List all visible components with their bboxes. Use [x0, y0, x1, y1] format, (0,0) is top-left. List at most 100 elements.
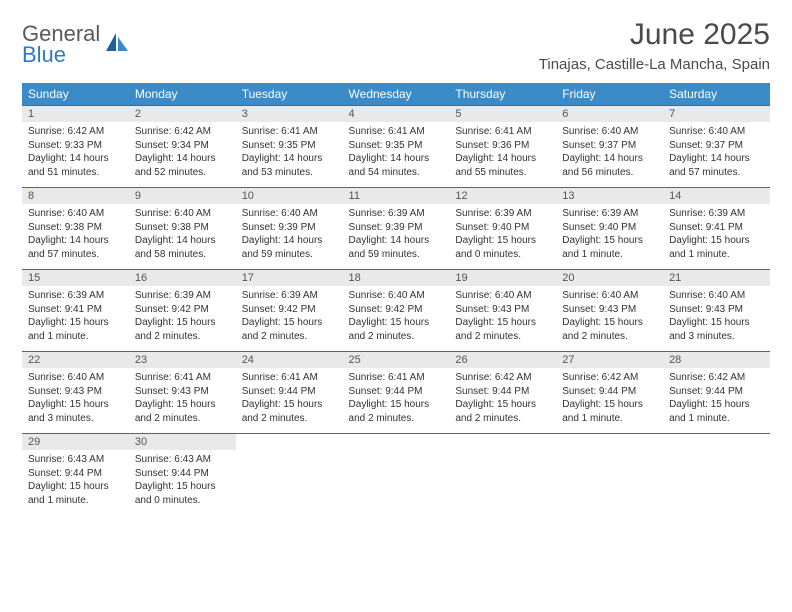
calendar-cell: 15Sunrise: 6:39 AMSunset: 9:41 PMDayligh… — [22, 270, 129, 352]
daylight-text-1: Daylight: 14 hours — [135, 234, 230, 248]
sunrise-text: Sunrise: 6:41 AM — [242, 371, 337, 385]
day-number: 23 — [129, 352, 236, 368]
sunset-text: Sunset: 9:43 PM — [562, 303, 657, 317]
daylight-text-2: and 1 minute. — [28, 330, 123, 344]
daylight-text-2: and 0 minutes. — [455, 248, 550, 262]
daylight-text-2: and 3 minutes. — [669, 330, 764, 344]
sunrise-text: Sunrise: 6:41 AM — [349, 125, 444, 139]
sunset-text: Sunset: 9:44 PM — [349, 385, 444, 399]
day-number: 16 — [129, 270, 236, 286]
sunrise-text: Sunrise: 6:39 AM — [669, 207, 764, 221]
sunrise-text: Sunrise: 6:39 AM — [28, 289, 123, 303]
daylight-text-1: Daylight: 15 hours — [28, 480, 123, 494]
day-body: Sunrise: 6:42 AMSunset: 9:44 PMDaylight:… — [556, 368, 663, 433]
sunrise-text: Sunrise: 6:40 AM — [28, 207, 123, 221]
day-number: 24 — [236, 352, 343, 368]
sunset-text: Sunset: 9:44 PM — [242, 385, 337, 399]
sunrise-text: Sunrise: 6:41 AM — [135, 371, 230, 385]
sunrise-text: Sunrise: 6:40 AM — [135, 207, 230, 221]
daylight-text-2: and 3 minutes. — [28, 412, 123, 426]
day-body: Sunrise: 6:40 AMSunset: 9:38 PMDaylight:… — [129, 204, 236, 269]
sunrise-text: Sunrise: 6:39 AM — [455, 207, 550, 221]
day-number: 21 — [663, 270, 770, 286]
logo: General Blue — [22, 24, 130, 66]
daylight-text-2: and 2 minutes. — [242, 330, 337, 344]
day-body: Sunrise: 6:39 AMSunset: 9:41 PMDaylight:… — [22, 286, 129, 351]
sunset-text: Sunset: 9:38 PM — [135, 221, 230, 235]
day-body: Sunrise: 6:40 AMSunset: 9:37 PMDaylight:… — [556, 122, 663, 187]
sunset-text: Sunset: 9:42 PM — [242, 303, 337, 317]
calendar-cell: 7Sunrise: 6:40 AMSunset: 9:37 PMDaylight… — [663, 106, 770, 188]
header-tuesday: Tuesday — [236, 83, 343, 106]
calendar-cell: 27Sunrise: 6:42 AMSunset: 9:44 PMDayligh… — [556, 352, 663, 434]
calendar-cell: 25Sunrise: 6:41 AMSunset: 9:44 PMDayligh… — [343, 352, 450, 434]
daylight-text-2: and 52 minutes. — [135, 166, 230, 180]
header-monday: Monday — [129, 83, 236, 106]
daylight-text-1: Daylight: 14 hours — [455, 152, 550, 166]
header: General Blue June 2025 Tinajas, Castille… — [22, 18, 770, 79]
daylight-text-2: and 57 minutes. — [669, 166, 764, 180]
calendar-row: 1Sunrise: 6:42 AMSunset: 9:33 PMDaylight… — [22, 106, 770, 188]
day-number: 27 — [556, 352, 663, 368]
header-saturday: Saturday — [663, 83, 770, 106]
daylight-text-2: and 1 minute. — [562, 412, 657, 426]
day-body: Sunrise: 6:39 AMSunset: 9:40 PMDaylight:… — [556, 204, 663, 269]
sail-icon — [104, 31, 130, 58]
calendar-cell: 10Sunrise: 6:40 AMSunset: 9:39 PMDayligh… — [236, 188, 343, 270]
calendar-row: 15Sunrise: 6:39 AMSunset: 9:41 PMDayligh… — [22, 270, 770, 352]
day-body: Sunrise: 6:40 AMSunset: 9:37 PMDaylight:… — [663, 122, 770, 187]
day-number: 1 — [22, 106, 129, 122]
sunrise-text: Sunrise: 6:43 AM — [28, 453, 123, 467]
calendar-cell: 24 Sunrise: 6:41 AMSunset: 9:44 PMDayligh… — [236, 352, 343, 434]
sunrise-text: Sunrise: 6:39 AM — [242, 289, 337, 303]
sunrise-text: Sunrise: 6:42 AM — [669, 371, 764, 385]
daylight-text-2: and 56 minutes. — [562, 166, 657, 180]
daylight-text-1: Daylight: 15 hours — [669, 316, 764, 330]
day-body: Sunrise: 6:41 AMSunset: 9:35 PMDaylight:… — [343, 122, 450, 187]
calendar-cell: 21Sunrise: 6:40 AMSunset: 9:43 PMDayligh… — [663, 270, 770, 352]
sunset-text: Sunset: 9:44 PM — [135, 467, 230, 481]
calendar-cell: 20Sunrise: 6:40 AMSunset: 9:43 PMDayligh… — [556, 270, 663, 352]
sunrise-text: Sunrise: 6:41 AM — [455, 125, 550, 139]
day-body: Sunrise: 6:40 AMSunset: 9:43 PMDaylight:… — [449, 286, 556, 351]
daylight-text-1: Daylight: 15 hours — [242, 398, 337, 412]
daylight-text-1: Daylight: 15 hours — [455, 234, 550, 248]
day-number: 29 — [22, 434, 129, 450]
sunset-text: Sunset: 9:44 PM — [562, 385, 657, 399]
sunrise-text: Sunrise: 6:40 AM — [562, 125, 657, 139]
daylight-text-2: and 58 minutes. — [135, 248, 230, 262]
day-body: Sunrise: 6:40 AMSunset: 9:42 PMDaylight:… — [343, 286, 450, 351]
daylight-text-2: and 54 minutes. — [349, 166, 444, 180]
daylight-text-1: Daylight: 15 hours — [669, 234, 764, 248]
daylight-text-2: and 2 minutes. — [135, 412, 230, 426]
sunset-text: Sunset: 9:35 PM — [349, 139, 444, 153]
day-number: 18 — [343, 270, 450, 286]
day-body: Sunrise: 6:42 AMSunset: 9:44 PMDaylight:… — [663, 368, 770, 433]
daylight-text-1: Daylight: 14 hours — [135, 152, 230, 166]
calendar-cell: 18Sunrise: 6:40 AMSunset: 9:42 PMDayligh… — [343, 270, 450, 352]
day-number: 4 — [343, 106, 450, 122]
day-number: 11 — [343, 188, 450, 204]
sunrise-text: Sunrise: 6:42 AM — [135, 125, 230, 139]
sunrise-text: Sunrise: 6:39 AM — [562, 207, 657, 221]
day-number: 17 — [236, 270, 343, 286]
calendar-cell: 22Sunrise: 6:40 AMSunset: 9:43 PMDayligh… — [22, 352, 129, 434]
daylight-text-2: and 53 minutes. — [242, 166, 337, 180]
daylight-text-2: and 1 minute. — [669, 248, 764, 262]
daylight-text-1: Daylight: 14 hours — [349, 152, 444, 166]
day-number: 19 — [449, 270, 556, 286]
weekday-header-row: Sunday Monday Tuesday Wednesday Thursday… — [22, 83, 770, 106]
day-number: 22 — [22, 352, 129, 368]
day-body: Sunrise: 6:42 AMSunset: 9:44 PMDaylight:… — [449, 368, 556, 433]
sunset-text: Sunset: 9:43 PM — [455, 303, 550, 317]
calendar-cell — [556, 434, 663, 516]
day-number: 14 — [663, 188, 770, 204]
day-number: 9 — [129, 188, 236, 204]
calendar-cell: 1Sunrise: 6:42 AMSunset: 9:33 PMDaylight… — [22, 106, 129, 188]
daylight-text-2: and 2 minutes. — [135, 330, 230, 344]
sunrise-text: Sunrise: 6:40 AM — [669, 289, 764, 303]
daylight-text-2: and 2 minutes. — [562, 330, 657, 344]
logo-text: General Blue — [22, 24, 100, 66]
day-number: 3 — [236, 106, 343, 122]
header-wednesday: Wednesday — [343, 83, 450, 106]
